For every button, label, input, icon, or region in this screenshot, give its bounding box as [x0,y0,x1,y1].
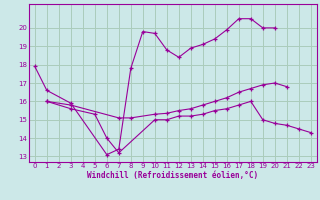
X-axis label: Windchill (Refroidissement éolien,°C): Windchill (Refroidissement éolien,°C) [87,171,258,180]
